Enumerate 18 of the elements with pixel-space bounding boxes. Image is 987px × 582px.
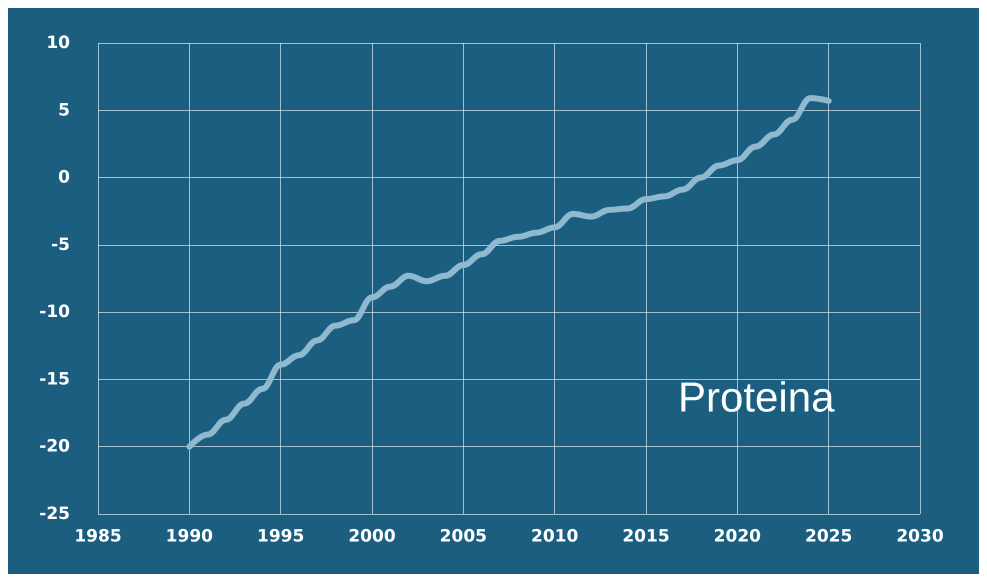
x-tick-label: 2020: [714, 526, 762, 546]
y-tick-label: -10: [39, 302, 70, 322]
y-tick-label: -25: [39, 504, 70, 524]
x-tick-label: 2015: [622, 526, 670, 546]
x-tick-label: 2030: [896, 526, 944, 546]
y-tick-label: 0: [58, 168, 70, 188]
y-tick-label: 10: [46, 33, 70, 53]
x-tick-label: 2025: [805, 526, 852, 546]
y-tick-label: -20: [39, 436, 70, 457]
y-tick-label: 5: [58, 100, 70, 120]
x-tick-label: 1990: [166, 526, 214, 546]
x-tick-label: 1995: [257, 526, 304, 546]
x-tick-label: 2005: [440, 526, 487, 546]
x-tick-label: 1985: [74, 526, 122, 546]
y-tick-label: -5: [51, 234, 70, 255]
x-tick-label: 2010: [531, 526, 578, 546]
x-tick-label: 2000: [348, 526, 396, 546]
y-tick-label: -15: [39, 369, 70, 390]
